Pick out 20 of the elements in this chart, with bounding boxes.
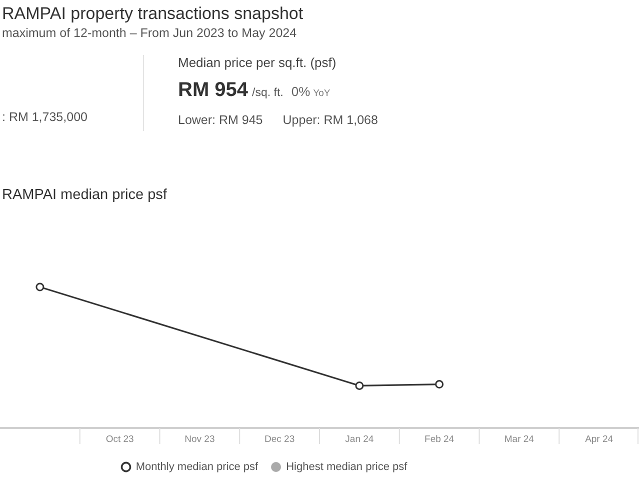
x-tick-label: Feb 24 bbox=[424, 434, 454, 445]
text: 0% bbox=[291, 84, 310, 99]
text: YoY bbox=[313, 88, 330, 99]
text: Median price per sq.ft. (psf) bbox=[178, 55, 336, 70]
legend-label: Highest median price psf bbox=[286, 461, 408, 473]
text: Lower: RM 945 bbox=[178, 113, 263, 127]
chart-title: RAMPAI median price psf bbox=[2, 187, 167, 203]
x-tick-label: Dec 23 bbox=[264, 434, 295, 445]
text: RM 954 bbox=[178, 79, 248, 102]
text: maximum of 12-month – From Jun 2023 to May 2024 bbox=[2, 26, 297, 40]
x-tick-label: Oct 23 bbox=[106, 434, 134, 445]
legend-label: Monthly median price psf bbox=[136, 461, 258, 473]
x-tick-label: Apr 24 bbox=[585, 434, 614, 445]
text: /sq. ft. bbox=[252, 87, 284, 99]
text: : RM 1,735,000 bbox=[2, 110, 88, 124]
x-tick-label: Jan 24 bbox=[345, 434, 374, 445]
x-tick-label: Nov 23 bbox=[184, 434, 215, 445]
text: RAMPAI property transactions snapshot bbox=[2, 4, 304, 24]
text: Upper: RM 1,068 bbox=[282, 113, 378, 127]
x-tick-label: Mar 24 bbox=[504, 434, 534, 445]
